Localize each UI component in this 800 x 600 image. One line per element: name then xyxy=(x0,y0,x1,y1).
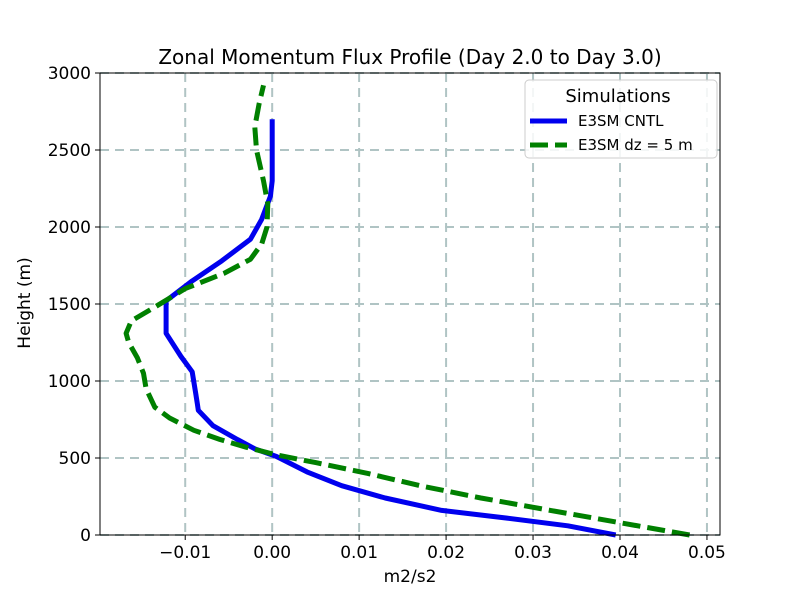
ticks: −0.01 0.00 0.01 0.02 0.03 0.04 0.05 0 500 1000 150… xyxy=(48,64,726,563)
legend: Simulations E3SM CNTL E3SM dz = 5 m xyxy=(524,79,718,159)
x-tick-label: 0.01 xyxy=(340,543,378,563)
y-tick-label: 2500 xyxy=(48,141,91,161)
x-tick-label: 0.04 xyxy=(601,543,639,563)
legend-label-dz5: E3SM dz = 5 m xyxy=(578,136,693,154)
legend-label-cntl: E3SM CNTL xyxy=(578,112,664,130)
x-tick-label: −0.01 xyxy=(159,543,211,563)
x-tick-label: 0.03 xyxy=(514,543,552,563)
y-tick-label: 500 xyxy=(59,449,91,469)
x-tick-label: 0.00 xyxy=(253,543,291,563)
y-tick-label: 3000 xyxy=(48,64,91,84)
y-tick-label: 2000 xyxy=(48,218,91,238)
series-layer xyxy=(123,84,691,538)
y-tick-label: 0 xyxy=(80,526,91,546)
x-tick-label: 0.05 xyxy=(688,543,726,563)
x-tick-label: 0.02 xyxy=(427,543,465,563)
y-tick-label: 1500 xyxy=(48,295,91,315)
legend-box xyxy=(524,79,718,159)
series-line-dz5 xyxy=(123,84,691,538)
chart-title: Zonal Momentum Flux Profile (Day 2.0 to … xyxy=(158,45,661,69)
y-tick-label: 1000 xyxy=(48,372,91,392)
legend-title: Simulations xyxy=(565,86,670,107)
x-axis-label: m2/s2 xyxy=(384,567,437,587)
y-axis-label: Height (m) xyxy=(15,257,35,348)
